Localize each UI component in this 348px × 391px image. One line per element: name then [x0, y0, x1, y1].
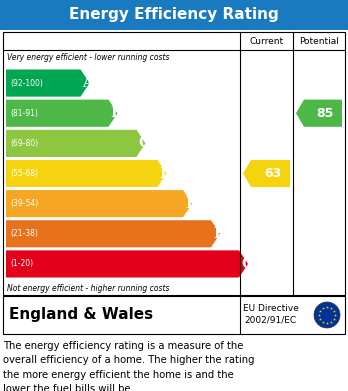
Text: England & Wales: England & Wales — [9, 307, 153, 323]
Text: Potential: Potential — [299, 36, 339, 45]
Text: C: C — [139, 136, 150, 151]
Text: F: F — [213, 227, 223, 241]
Text: (39-54): (39-54) — [10, 199, 38, 208]
Text: G: G — [241, 257, 253, 271]
Polygon shape — [6, 100, 118, 127]
Polygon shape — [243, 160, 290, 187]
Text: 85: 85 — [316, 107, 334, 120]
Bar — [3, 32, 345, 295]
Text: (92-100): (92-100) — [10, 79, 43, 88]
Polygon shape — [6, 160, 166, 187]
Polygon shape — [296, 100, 342, 127]
Text: 63: 63 — [264, 167, 281, 180]
Polygon shape — [6, 70, 89, 97]
Text: Not energy efficient - higher running costs: Not energy efficient - higher running co… — [7, 284, 169, 293]
Polygon shape — [6, 190, 192, 217]
Text: (69-80): (69-80) — [10, 139, 38, 148]
Text: (21-38): (21-38) — [10, 229, 38, 238]
Text: B: B — [111, 106, 122, 120]
Circle shape — [314, 302, 340, 328]
Text: (55-68): (55-68) — [10, 169, 38, 178]
Text: E: E — [185, 197, 196, 211]
Polygon shape — [6, 220, 220, 248]
Polygon shape — [6, 250, 248, 278]
Text: Energy Efficiency Rating: Energy Efficiency Rating — [69, 7, 279, 23]
Text: (81-91): (81-91) — [10, 109, 38, 118]
Text: EU Directive
2002/91/EC: EU Directive 2002/91/EC — [243, 303, 299, 325]
Text: Current: Current — [250, 36, 284, 45]
Text: D: D — [159, 167, 172, 181]
Bar — [0, 0, 348, 30]
Text: A: A — [82, 76, 93, 90]
Text: (1-20): (1-20) — [10, 260, 33, 269]
Text: Very energy efficient - lower running costs: Very energy efficient - lower running co… — [7, 53, 169, 62]
Bar — [3, 296, 345, 334]
Polygon shape — [6, 130, 145, 157]
Text: The energy efficiency rating is a measure of the
overall efficiency of a home. T: The energy efficiency rating is a measur… — [3, 341, 254, 391]
